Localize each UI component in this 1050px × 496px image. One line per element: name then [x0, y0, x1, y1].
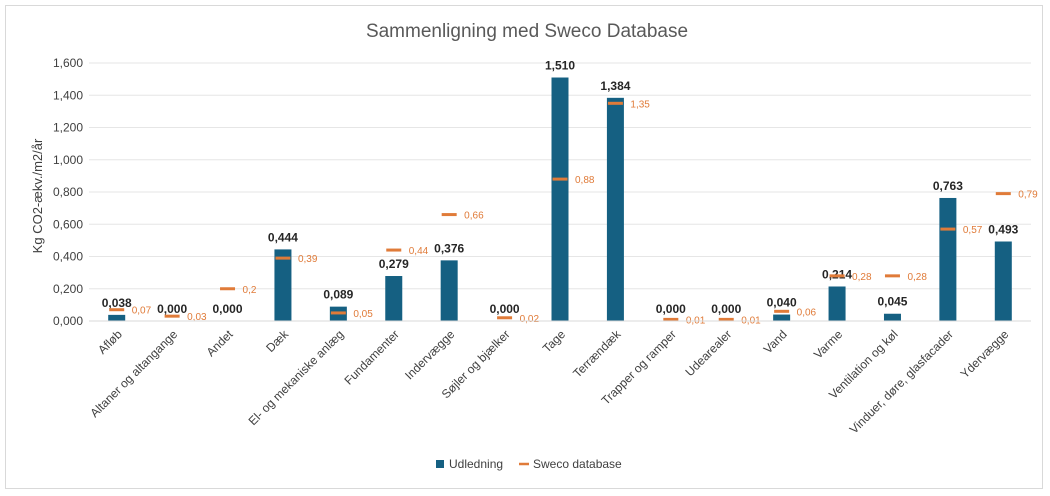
bar-data-label: 0,038	[102, 296, 132, 310]
marker-data-label: 0,66	[464, 211, 484, 222]
bar-udledning	[108, 314, 126, 321]
bar-data-label: 0,376	[434, 241, 464, 255]
legend-swatch-udledning	[436, 460, 444, 468]
bar-udledning	[440, 260, 458, 321]
legend: Udledning Sweco database	[436, 457, 622, 471]
marker-data-label: 0,28	[852, 272, 872, 283]
y-tick-label: 1,400	[53, 88, 83, 102]
bar-data-label: 1,384	[600, 79, 630, 93]
x-tick-label: Vinduer, døre, glasfacader	[847, 327, 956, 436]
bar-data-label: 0,763	[933, 179, 963, 193]
marker-data-label: 0,57	[963, 225, 983, 236]
marker-data-label: 0,28	[907, 272, 927, 283]
y-tick-label: 0,400	[53, 250, 83, 264]
bar-data-label: 0,000	[490, 302, 520, 316]
marker-data-label: 0,05	[353, 309, 373, 320]
bar-data-label: 0,045	[877, 295, 907, 309]
y-tick-label: 1,200	[53, 121, 83, 135]
y-tick-label: 0,200	[53, 282, 83, 296]
x-tick-label: Andet	[204, 327, 237, 360]
bar-udledning	[994, 241, 1012, 321]
bar-udledning	[606, 97, 624, 321]
legend-label-udledning: Udledning	[449, 457, 503, 471]
bar-udledning	[939, 197, 957, 321]
x-tick-label: Dæk	[263, 327, 292, 356]
y-tick-label: 0,000	[53, 314, 83, 328]
bar-data-label: 0,493	[988, 223, 1018, 237]
marker-data-label: 0,02	[520, 314, 540, 325]
y-axis-label: Kg CO2-ækv./m2/år	[30, 138, 45, 253]
bar-data-label: 1,510	[545, 59, 575, 73]
bar-udledning	[883, 313, 901, 321]
marker-series: 0,07 0,03 0,2 0,39 0,05 0,44 0,66 0,02 0,88 1,35 0…	[109, 99, 1038, 326]
marker-data-label: 1,35	[630, 99, 650, 110]
bar-data-label: 0,279	[379, 257, 409, 271]
x-tick-label: Ydervægge	[958, 327, 1012, 381]
marker-data-label: 0,03	[187, 312, 207, 323]
x-tick-label: Afløb	[95, 327, 125, 357]
y-tick-label: 0,800	[53, 185, 83, 199]
bar-udledning	[828, 286, 846, 321]
bar-data-label: 0,089	[323, 288, 353, 302]
y-tick-label: 1,600	[53, 56, 83, 70]
y-tick-label: 1,000	[53, 153, 83, 167]
marker-data-label: 0,44	[409, 246, 429, 257]
marker-data-label: 0,2	[243, 285, 257, 296]
bar-udledning	[385, 276, 403, 321]
legend-label-sweco: Sweco database	[533, 457, 622, 471]
x-tick-label: Udearealer	[682, 327, 734, 379]
bar-data-label: 0,040	[767, 296, 797, 310]
marker-data-label: 0,88	[575, 175, 595, 186]
x-tick-label: Varme	[811, 327, 845, 361]
marker-data-label: 0,07	[132, 306, 152, 317]
bar-udledning	[551, 77, 569, 321]
bar-data-label: 0,000	[656, 302, 686, 316]
marker-data-label: 0,79	[1018, 190, 1038, 201]
bar-data-label: 0,000	[711, 302, 741, 316]
bar-data-label: 0,444	[268, 230, 298, 244]
bar-series: 0,038 0,000 0,000 0,444 0,089 0,279 0,376 0,000…	[102, 59, 1019, 321]
y-tick-label: 0,600	[53, 217, 83, 231]
x-tick-label: El- og mekaniske anlæg	[246, 327, 347, 428]
bar-data-label: 0,000	[157, 302, 187, 316]
chart-frame: Sammenligning med Sweco Database 0,000 0,…	[5, 5, 1043, 489]
x-tick-label: Fundamenter	[342, 327, 402, 387]
x-tick-label: Terrændæk	[570, 327, 624, 381]
bar-data-label: 0,000	[213, 302, 243, 316]
x-tick-label: Vand	[761, 327, 790, 356]
marker-data-label: 0,06	[797, 307, 817, 318]
bar-udledning	[274, 249, 292, 321]
marker-data-label: 0,39	[298, 254, 318, 265]
x-tick-label: Tage	[540, 327, 569, 356]
x-tick-label: Indervægge	[402, 327, 457, 382]
chart-svg: Sammenligning med Sweco Database 0,0000,…	[30, 21, 1038, 471]
bar-udledning	[773, 314, 791, 321]
chart-title: Sammenligning med Sweco Database	[366, 21, 688, 42]
y-axis-ticks: 0,000 0,200 0,400 0,600 0,800 1,000 1,200 1,400…	[53, 56, 83, 328]
